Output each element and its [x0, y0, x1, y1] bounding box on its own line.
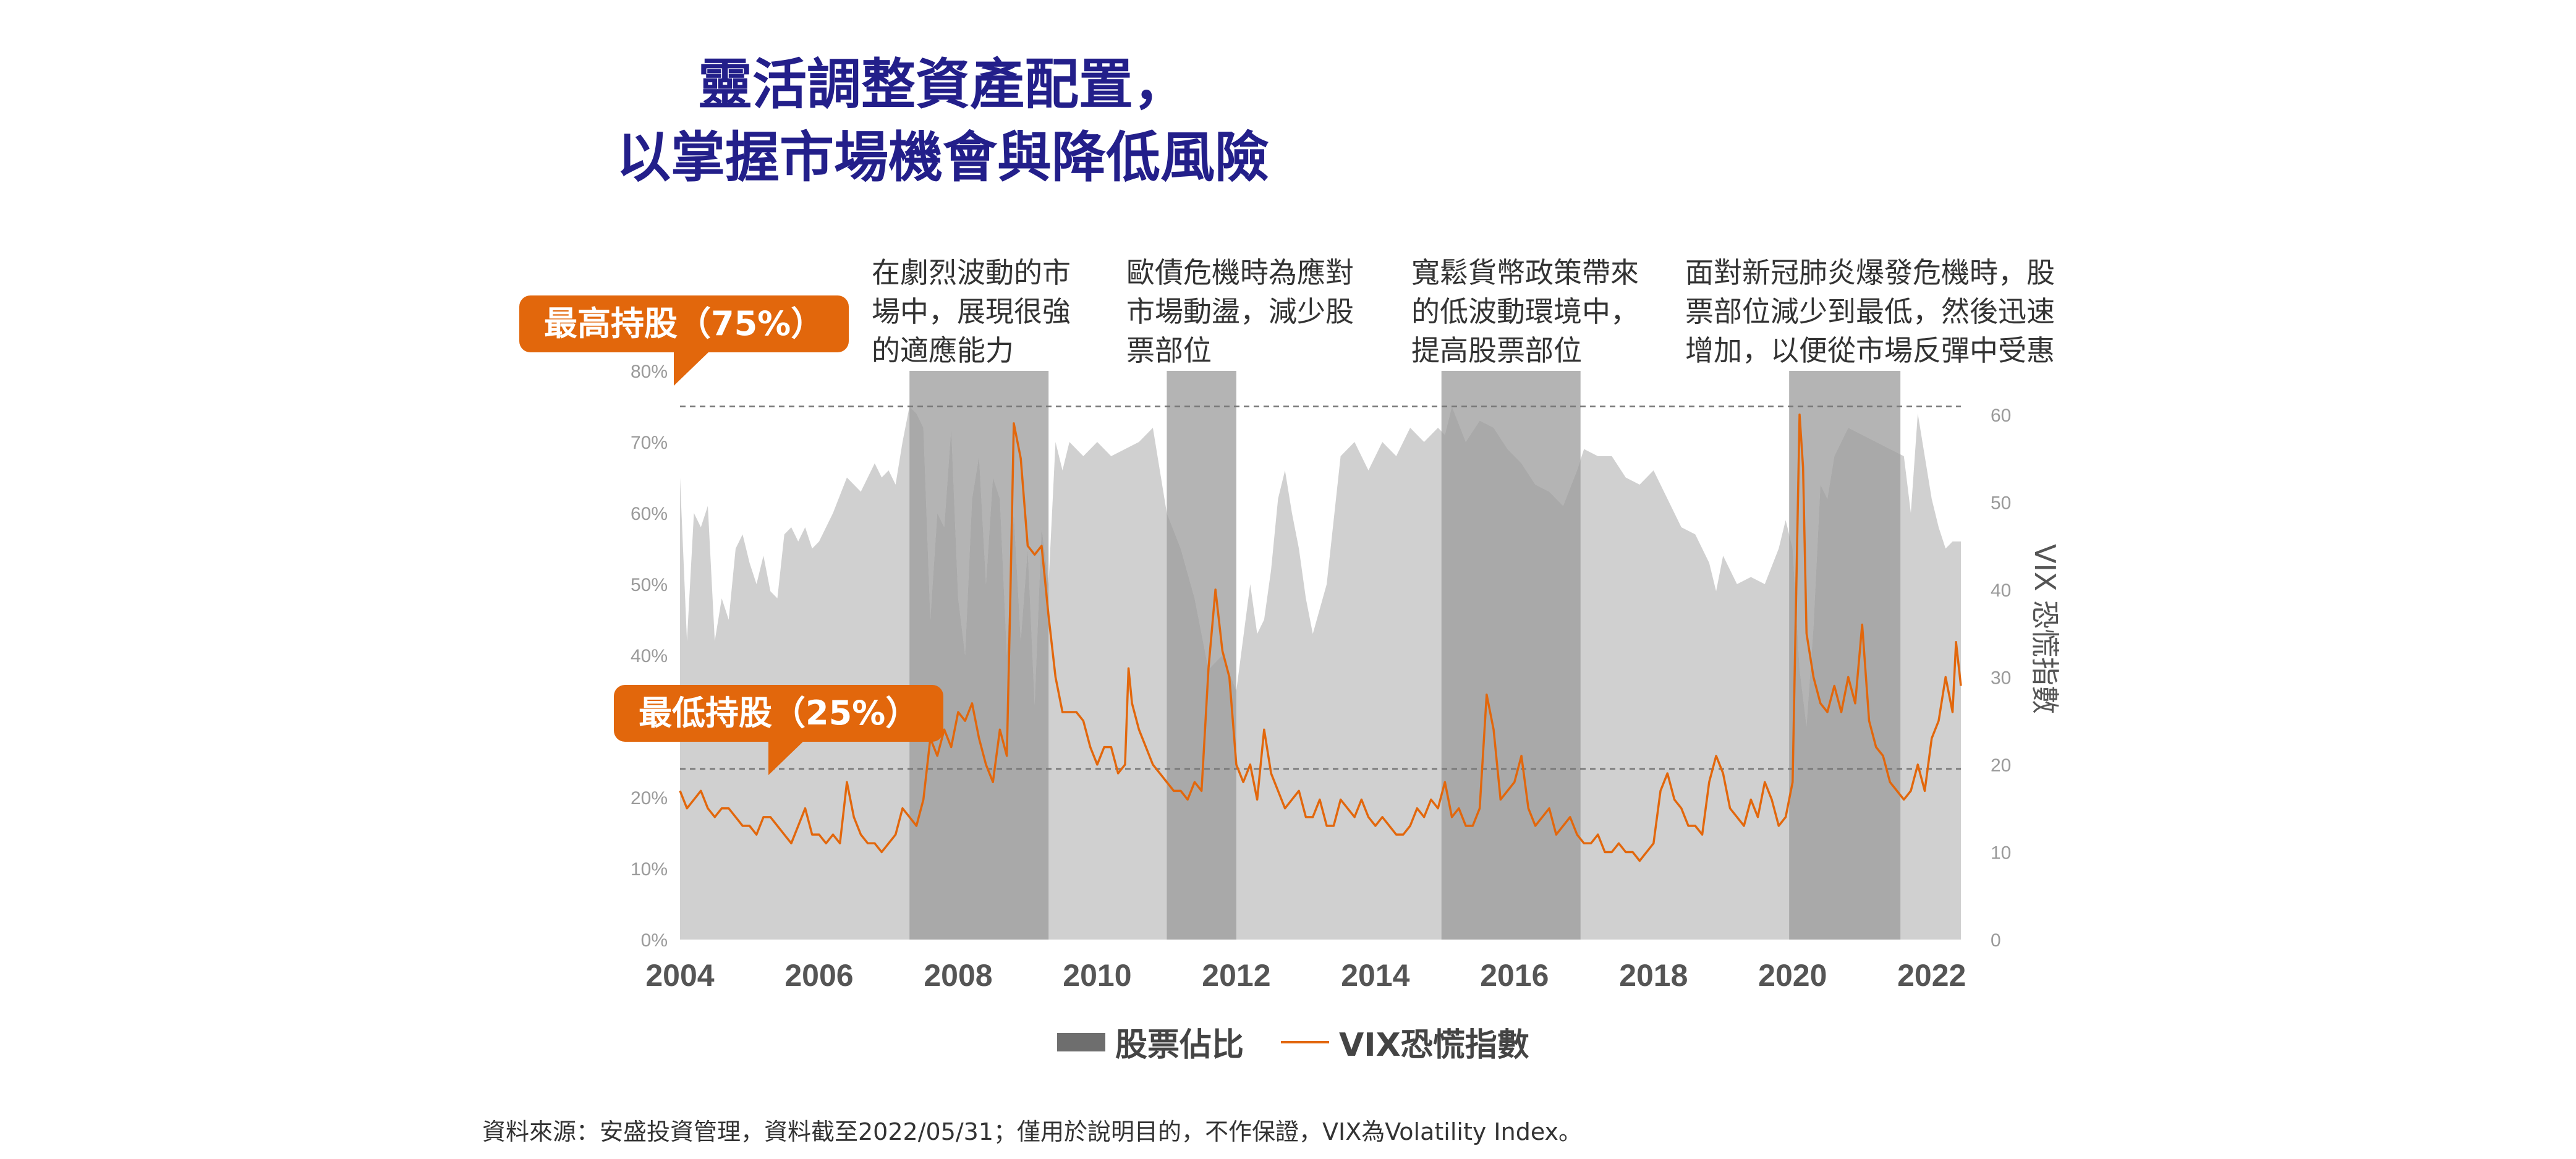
x-tick-label: 2022	[1897, 958, 1966, 993]
y-left-tick-label: 40%	[631, 646, 668, 666]
annotation-line: 增加，以便從市場反彈中受惠	[1685, 334, 2055, 367]
y-left-tick-label: 10%	[631, 859, 668, 880]
annotation-line: 的低波動環境中，	[1411, 295, 1639, 328]
annotation-line: 歐債危機時為應對	[1126, 256, 1354, 289]
x-tick-label: 2010	[1063, 958, 1131, 993]
annotation-line: 寬鬆貨幣政策帶來	[1411, 256, 1639, 289]
x-tick-label: 2018	[1619, 958, 1688, 993]
x-tick-label: 2004	[645, 958, 714, 993]
y-right-tick-label: 0	[1991, 930, 2001, 951]
y-right-tick-label: 20	[1991, 755, 2011, 776]
annotation-line: 市場動盪，減少股	[1126, 295, 1354, 328]
legend-vix-swatch	[1281, 1040, 1330, 1043]
title-line-2: 以掌握市場機會與降低風險	[616, 125, 1269, 189]
annotation-line: 場中，展現很強	[872, 295, 1071, 328]
y-left-tick-label: 80%	[631, 362, 668, 382]
legend: 股票佔比 VIX恐慌指數	[1057, 1019, 1529, 1065]
x-tick-label: 2006	[784, 958, 853, 993]
annotation-covid: 面對新冠肺炎爆發危機時，股 票部位減少到最低，然後迅速 增加，以便從市場反彈中受…	[1685, 253, 2055, 370]
y-right-tick-label: 40	[1991, 580, 2011, 601]
title-line-1: 靈活調整資產配置，	[697, 53, 1188, 116]
y-left-tick-label: 70%	[631, 433, 668, 453]
y-left-tick-label: 50%	[631, 575, 668, 595]
annotation-line: 票部位減少到最低，然後迅速	[1685, 295, 2055, 328]
source-footnote: 資料來源：安盛投資管理，資料截至2022/05/31；僅用於說明目的，不作保證，…	[482, 1118, 1583, 1145]
legend-equity-label: 股票佔比	[1115, 1027, 1244, 1064]
legend-vix-label: VIX恐慌指數	[1339, 1027, 1529, 1064]
chart-title: 靈活調整資產配置， 以掌握市場機會與降低風險	[0, 48, 1885, 194]
annotation-easing: 寬鬆貨幣政策帶來 的低波動環境中， 提高股票部位	[1411, 253, 1639, 370]
max-holding-callout: 最高持股（75%）	[519, 295, 849, 386]
x-tick-label: 2012	[1202, 958, 1270, 993]
annotation-line: 的適應能力	[872, 334, 1014, 367]
y-left-tick-label: 60%	[631, 504, 668, 524]
annotation-line: 在劇烈波動的市	[872, 256, 1071, 289]
y-left-tick-label: 0%	[641, 930, 668, 951]
y-right-tick-label: 10	[1991, 843, 2011, 863]
annotation-volatility: 在劇烈波動的市 場中，展現很強 的適應能力	[872, 253, 1071, 370]
x-tick-label: 2020	[1758, 958, 1827, 993]
annotation-line: 提高股票部位	[1411, 334, 1582, 367]
annotation-line: 票部位	[1126, 334, 1212, 367]
y-right-tick-label: 50	[1991, 493, 2011, 513]
vix-series-line	[679, 414, 1962, 862]
annotation-line: 面對新冠肺炎爆發危機時，股	[1685, 256, 2055, 289]
x-tick-label: 2016	[1480, 958, 1549, 993]
legend-equity-swatch	[1057, 1032, 1105, 1051]
x-tick-label: 2014	[1341, 958, 1409, 993]
equity-share-area	[680, 406, 1961, 940]
y-right-tick-label: 30	[1991, 668, 2011, 688]
y-left-tick-label: 20%	[631, 788, 668, 809]
y-right-axis-label: VIX 恐慌指數	[2028, 544, 2062, 714]
y-right-tick-label: 60	[1991, 405, 2011, 426]
annotation-euro-debt: 歐債危機時為應對 市場動盪，減少股 票部位	[1126, 253, 1354, 370]
min-holding-callout: 最低持股（25%）	[614, 685, 944, 775]
x-tick-label: 2008	[924, 958, 992, 993]
